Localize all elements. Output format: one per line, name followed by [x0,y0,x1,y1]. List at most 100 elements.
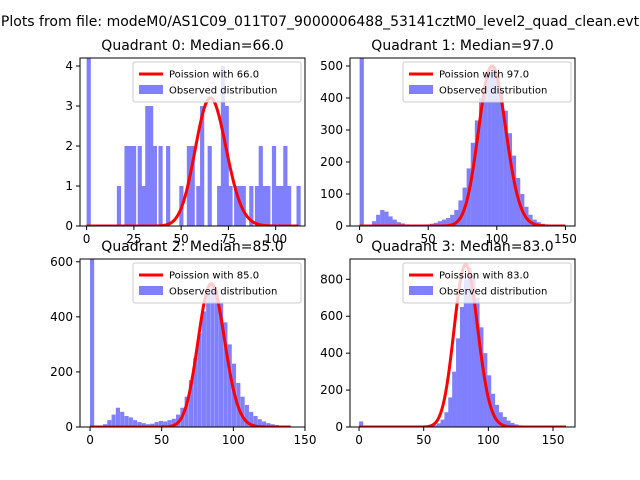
axes-frame [349,57,576,227]
histogram-bar [210,283,215,427]
histogram-bar [266,423,271,427]
x-tick-label: 0 [356,232,364,246]
histogram-bar [137,422,142,427]
histogram-bar [158,146,163,226]
histogram-bar [145,106,150,226]
histogram-bar [511,155,517,226]
y-tick-label: 300 [320,123,343,137]
histogram-bar [206,292,211,427]
histogram-bar [124,415,129,427]
y-tick-label: 0 [65,420,73,434]
histogram-bar [258,146,263,226]
histogram-bar [149,106,154,226]
histogram-bar [388,216,393,226]
histogram-bar [359,421,364,427]
histogram-bar [262,186,267,226]
legend: Poission with 66.0 Observed distribution [132,61,302,103]
histogram-bar [196,186,201,226]
subplot-1: 0 50 100 150 0 100 200 300 400 500 Poission with 9… [320,38,577,246]
histogram-bar [475,297,480,427]
histogram-bar [287,186,292,226]
histogram-bar [380,210,385,226]
subplot-title: Quadrant 1: Median=97.0 [371,38,553,54]
histogram-bar [467,268,472,427]
x-tick-label: 150 [542,433,565,447]
histogram-bar [498,412,503,427]
y-tick-label: 3 [65,99,73,113]
histogram-bar [384,211,389,226]
histogram-bar [163,421,168,427]
histogram-bar [458,200,463,226]
histogram-bar [474,120,480,226]
histogram-bar [227,344,232,427]
histogram-bar [166,146,171,226]
histogram-bar [217,186,222,226]
histogram-bar [115,407,120,427]
legend-box [132,61,302,103]
y-tick-label: 100 [320,187,343,201]
y-tick-label: 2 [65,139,73,153]
histogram-bar [437,221,443,226]
histogram-bar [459,307,465,427]
histogram-bar [478,98,484,226]
legend: Poission with 83.0 Observed distribution [402,262,572,304]
x-tick-label: 50 [416,433,431,447]
histogram-bar [396,222,401,226]
histogram-bar [141,423,146,427]
y-tick-label: 0 [335,420,343,434]
histogram-bar [124,146,129,226]
histogram-bar [244,404,249,427]
histogram-bar [184,396,189,427]
legend-poisson-label: Poission with 85.0 [169,271,259,282]
histogram-bar [167,420,172,427]
subplot-title: Quadrant 3: Median=83.0 [371,239,553,255]
histogram-bar [452,371,457,427]
axes-frame [79,57,306,227]
subplot-3: 0 50 100 150 0 200 400 600 800 Poission with 83.0… [320,239,576,447]
legend: Poission with 85.0 Observed distribution [132,262,302,304]
histogram-bar [392,219,397,226]
histogram-bar [219,303,224,427]
legend-poisson-label: Poission with 66.0 [169,70,259,81]
y-tick-label: 400 [320,91,343,105]
histogram-bar [120,411,125,427]
observed-bars [86,58,301,226]
histogram-bar [444,412,449,427]
histogram-bar [131,146,137,226]
histogram-bar [234,186,239,226]
histogram-bar [479,327,484,427]
subplot-grid: 0 25 50 75 100 0 1 2 3 4 Poission with 66.0 Observe… [50,38,577,447]
subplot-title: Quadrant 2: Median=85.0 [101,239,283,255]
x-tick-label: 150 [554,232,577,246]
histogram-bar [150,423,155,427]
x-tick-label: 0 [86,433,94,447]
histogram-bar [207,146,212,226]
histogram-bar [200,106,205,226]
histogram-bar [193,358,198,427]
histogram-bar [448,397,453,427]
histogram-bar [107,420,112,427]
legend-box [402,61,572,103]
x-tick-label: 0 [83,232,91,246]
histogram-bar [271,146,277,226]
histogram-bar [141,186,146,226]
x-tick-label: 0 [355,433,363,447]
histogram-bar [190,146,195,226]
histogram-bar [275,186,280,226]
histogram-bar [440,419,445,427]
histogram-bar [499,88,504,226]
histogram-bar [502,416,507,427]
histogram-bar [254,186,260,226]
histogram-bar [158,420,163,427]
histogram-bar [470,142,475,226]
y-tick-label: 500 [320,59,343,73]
axes-frame [79,258,306,428]
histogram-bar [262,421,267,427]
x-tick-label: 100 [477,433,500,447]
histogram-bar [436,423,441,427]
histogram-bar [454,210,459,226]
y-tick-label: 1 [65,179,73,193]
y-tick-label: 0 [65,219,73,233]
legend-observed-swatch [139,286,163,295]
histogram-bar [491,66,496,226]
